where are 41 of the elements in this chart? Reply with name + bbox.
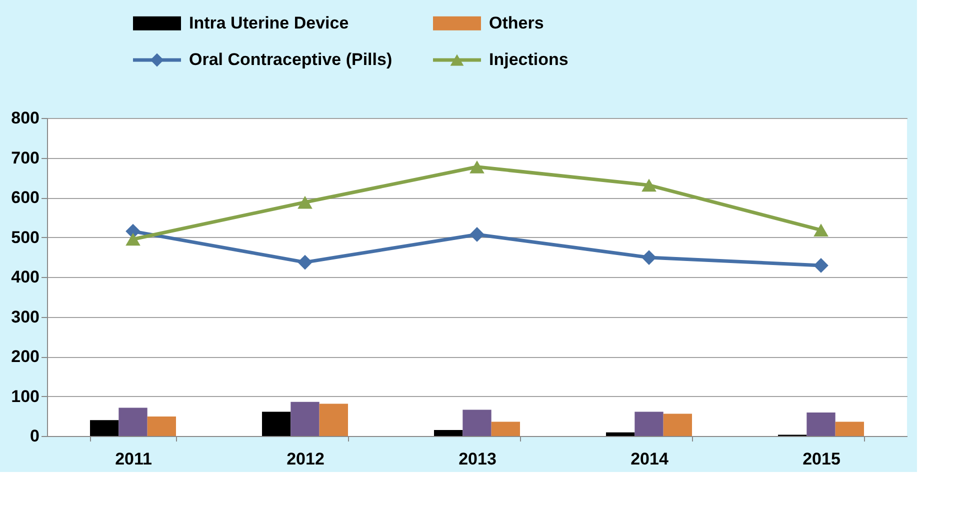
- legend-label: Others: [489, 13, 544, 32]
- legend-label: Intra Uterine Device: [189, 13, 349, 32]
- bar: [663, 414, 692, 436]
- bar: [462, 410, 492, 436]
- x-tick-label: 2011: [115, 450, 152, 468]
- point: [298, 254, 312, 270]
- legend-label: Injections: [489, 50, 568, 69]
- y-tick-label: 100: [11, 386, 40, 406]
- bar: [806, 412, 836, 436]
- point: [642, 250, 656, 265]
- legend-label: Oral Contraceptive (Pills): [189, 50, 392, 69]
- bar: [262, 412, 291, 436]
- x-tick-label: 2012: [286, 450, 324, 468]
- bar: [147, 416, 176, 436]
- y-tick-label: 700: [11, 148, 40, 168]
- point: [814, 224, 828, 237]
- point: [814, 258, 828, 273]
- point: [470, 227, 484, 242]
- bar: [90, 420, 119, 436]
- y-tick-label: 300: [11, 307, 40, 326]
- point: [642, 178, 656, 192]
- y-tick-label: 600: [11, 188, 40, 207]
- y-tick-label: 0: [30, 426, 40, 446]
- bar: [319, 404, 348, 436]
- bar: [118, 408, 148, 436]
- bar: [290, 402, 320, 436]
- bar: [606, 432, 635, 436]
- point: [298, 196, 312, 209]
- bar: [434, 430, 463, 436]
- point: [126, 232, 140, 246]
- bar: [634, 412, 664, 436]
- y-tick-label: 500: [11, 228, 40, 247]
- x-tick-label: 2013: [458, 450, 496, 468]
- x-tick-label: 2015: [802, 450, 840, 468]
- y-tick-label: 200: [11, 347, 40, 366]
- bar: [835, 422, 864, 436]
- bar: [491, 422, 520, 436]
- y-tick-label: 800: [11, 108, 40, 128]
- y-tick-label: 400: [11, 268, 40, 286]
- point: [470, 160, 484, 174]
- x-tick-label: 2014: [630, 450, 669, 468]
